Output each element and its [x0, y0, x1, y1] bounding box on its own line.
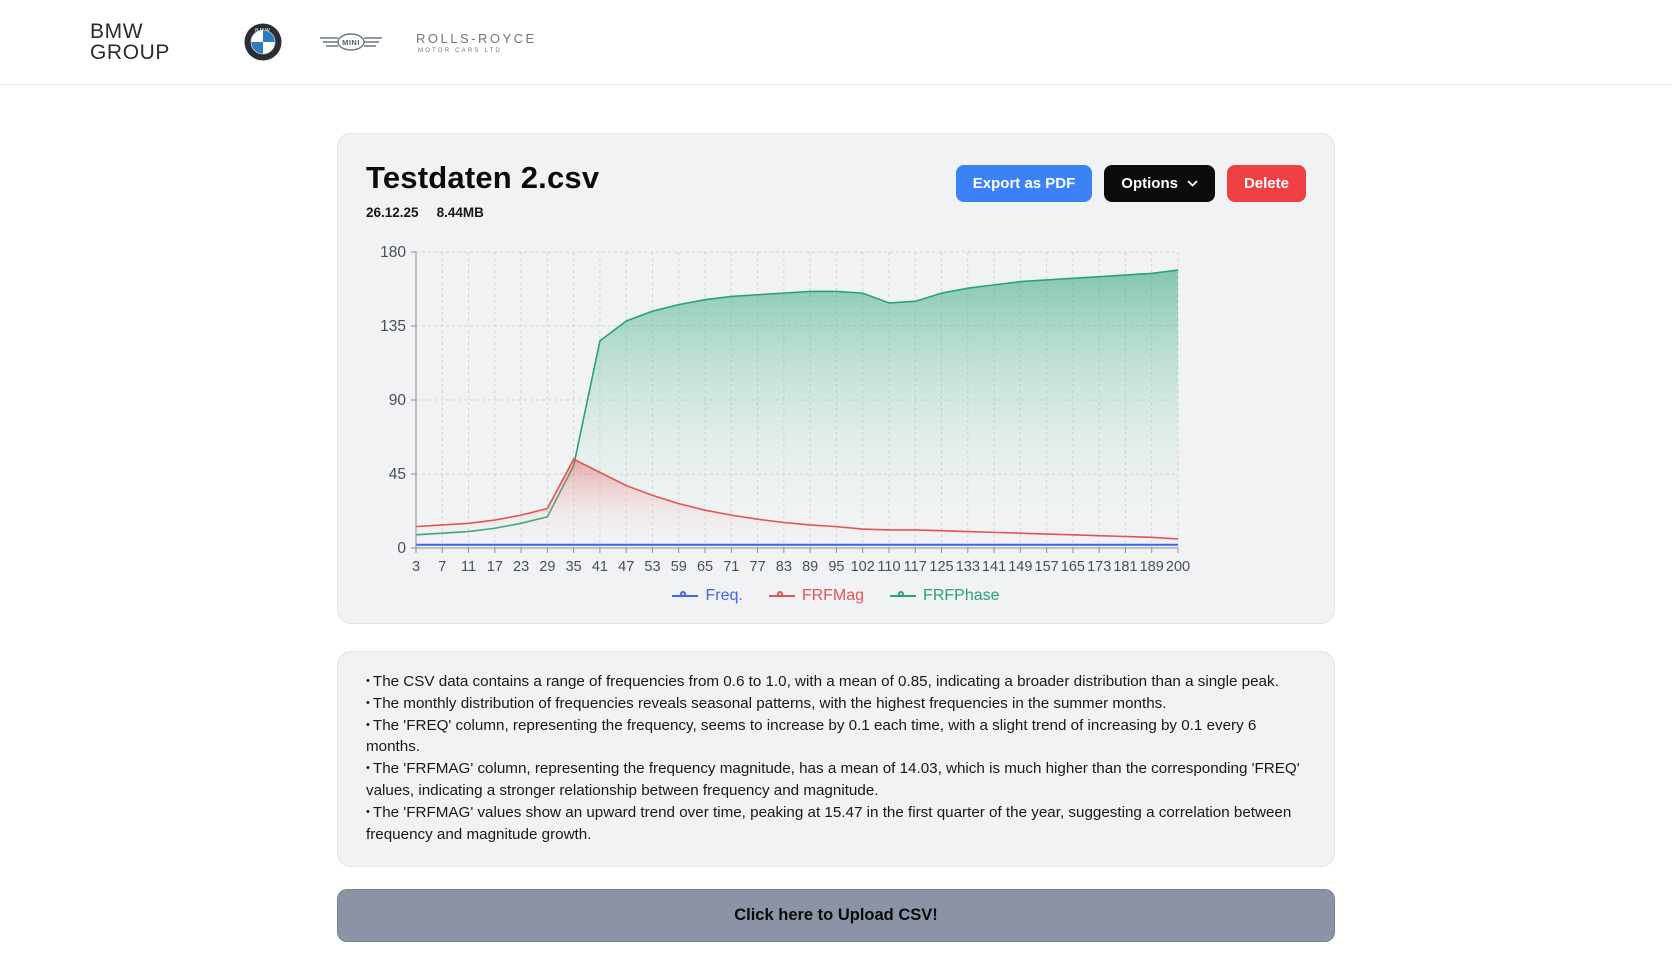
legend-marker-frfmag-icon [768, 591, 795, 597]
chevron-down-icon [1187, 180, 1198, 187]
svg-text:165: 165 [1061, 559, 1085, 575]
insight-item: The 'FREQ' column, representing the freq… [366, 715, 1306, 759]
chart-area: 0 45 90 135 180 3 7 11 17 23 29 35 41 47 53 59 65 71 77 83 8… [372, 240, 1306, 585]
svg-text:83: 83 [776, 559, 792, 575]
svg-text:125: 125 [929, 559, 953, 575]
legend-item-frfmag: FRFMag [768, 587, 865, 605]
options-button[interactable]: Options [1104, 165, 1215, 202]
legend-label-frfphase: FRFPhase [923, 587, 1000, 604]
svg-text:117: 117 [904, 559, 927, 575]
export-pdf-button[interactable]: Export as PDF [955, 165, 1093, 202]
svg-text:17: 17 [487, 559, 503, 575]
file-date: 26.12.25 [366, 205, 419, 220]
rolls-royce-subtext: MOTOR CARS LTD [418, 47, 502, 54]
svg-text:0: 0 [397, 540, 406, 557]
svg-text:189: 189 [1140, 559, 1164, 575]
file-card: Testdaten 2.csv 26.12.25 8.44MB Export a… [337, 133, 1335, 624]
svg-text:135: 135 [380, 318, 406, 335]
svg-text:3: 3 [412, 559, 420, 575]
top-bar: BMW GROUP BMW MINI [0, 0, 1672, 85]
svg-text:65: 65 [697, 559, 713, 575]
svg-text:35: 35 [566, 559, 582, 575]
file-info: Testdaten 2.csv 26.12.25 8.44MB [366, 160, 599, 220]
svg-text:77: 77 [750, 559, 766, 575]
file-size: 8.44MB [436, 205, 484, 220]
svg-text:MINI: MINI [342, 38, 360, 47]
svg-text:133: 133 [956, 559, 980, 575]
svg-text:110: 110 [877, 559, 900, 575]
mini-logo-icon: MINI [318, 29, 384, 55]
options-button-label: Options [1121, 175, 1178, 192]
svg-text:23: 23 [513, 559, 529, 575]
bmw-roundel-icon: BMW [244, 23, 282, 61]
file-card-header: Testdaten 2.csv 26.12.25 8.44MB Export a… [366, 160, 1306, 220]
bmw-group-logo: BMW GROUP [90, 19, 171, 64]
insight-item: The 'FRFMAG' values show an upward trend… [366, 802, 1306, 846]
svg-text:102: 102 [851, 559, 875, 575]
svg-text:141: 141 [982, 559, 1006, 575]
svg-text:95: 95 [828, 559, 844, 575]
bmw-group-logo-line2: GROUP [90, 41, 171, 64]
rolls-royce-logo: ROLLS-ROYCE MOTOR CARS LTD [416, 31, 537, 54]
file-title: Testdaten 2.csv [366, 160, 600, 195]
legend-label-freq: Freq. [705, 587, 743, 604]
svg-text:90: 90 [389, 392, 407, 409]
svg-text:173: 173 [1087, 559, 1111, 575]
legend-item-freq: Freq. [672, 587, 743, 605]
file-actions: Export as PDF Options Delete [955, 165, 1306, 202]
file-meta: 26.12.25 8.44MB [366, 205, 599, 220]
legend-label-frfmag: FRFMag [801, 587, 865, 604]
svg-text:47: 47 [618, 559, 634, 575]
upload-csv-button[interactable]: Click here to Upload CSV! [337, 889, 1335, 943]
legend-marker-frfphase-icon [890, 591, 917, 597]
svg-text:7: 7 [438, 559, 446, 575]
svg-text:53: 53 [644, 559, 660, 575]
frf-chart: 0 45 90 135 180 3 7 11 17 23 29 35 41 47 53 59 65 71 77 83 8… [380, 244, 1190, 575]
svg-text:71: 71 [723, 559, 739, 575]
bmw-group-logo-line1: BMW [90, 19, 144, 43]
legend-item-frfphase: FRFPhase [890, 587, 1000, 605]
delete-button[interactable]: Delete [1226, 165, 1306, 202]
rolls-royce-wordmark: ROLLS-ROYCE [416, 30, 537, 46]
insight-item: The monthly distribution of frequencies … [366, 693, 1306, 715]
svg-text:41: 41 [592, 559, 608, 575]
svg-text:149: 149 [1008, 559, 1032, 575]
svg-text:157: 157 [1035, 559, 1059, 575]
svg-text:181: 181 [1113, 559, 1137, 575]
legend-marker-freq-icon [672, 591, 699, 597]
insight-item: The 'FRFMAG' column, representing the fr… [366, 758, 1306, 802]
svg-text:45: 45 [389, 466, 406, 483]
main-content: Testdaten 2.csv 26.12.25 8.44MB Export a… [337, 133, 1335, 943]
svg-text:59: 59 [671, 559, 687, 575]
chart-legend: Freq. FRFMag FRFPhase [366, 587, 1306, 605]
insights-card: The CSV data contains a range of frequen… [337, 651, 1335, 868]
insight-item: The CSV data contains a range of frequen… [366, 671, 1306, 693]
svg-text:89: 89 [802, 559, 818, 575]
svg-text:29: 29 [539, 559, 555, 575]
svg-text:11: 11 [461, 559, 476, 575]
svg-text:200: 200 [1166, 559, 1190, 575]
svg-text:180: 180 [380, 244, 406, 261]
insights-list: The CSV data contains a range of frequen… [366, 671, 1306, 845]
